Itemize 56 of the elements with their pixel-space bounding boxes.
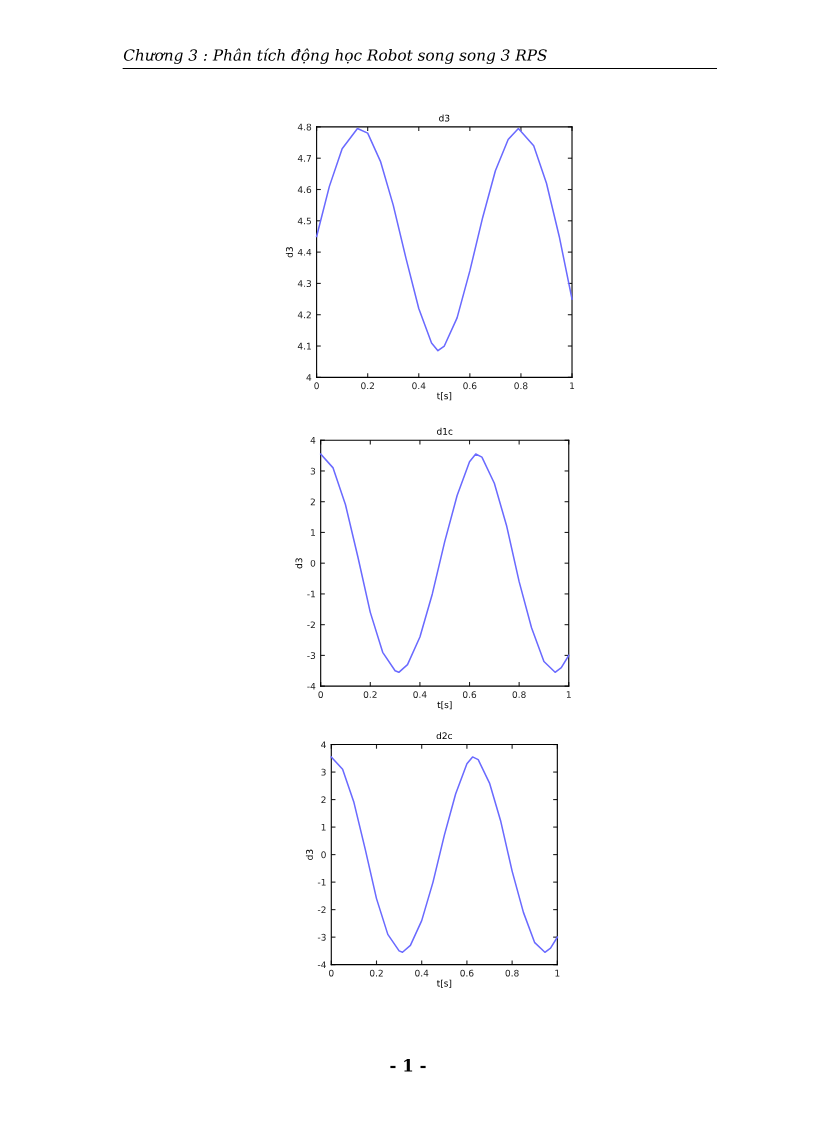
- y-axis-title: d3: [305, 849, 313, 860]
- y-tick-label: 4.3: [297, 280, 312, 287]
- line-series: [319, 453, 570, 674]
- x-axis-title: t[s]: [436, 392, 452, 401]
- y-tick-label: 2: [310, 498, 315, 506]
- x-tick-label: 1: [566, 691, 571, 698]
- x-tick-label: 0.6: [463, 382, 477, 390]
- y-tick-label: 1: [321, 823, 326, 831]
- y-tick-label: -1: [317, 878, 326, 886]
- x-tick-label: 1: [555, 969, 560, 977]
- chart-title: d1c: [437, 427, 453, 435]
- y-tick-label: 0: [321, 851, 326, 859]
- y-tick-label: 4.2: [297, 311, 311, 319]
- y-axis-title: d3: [285, 247, 293, 258]
- x-axis-title: t[s]: [436, 979, 452, 988]
- y-tick-label: -2: [317, 906, 326, 914]
- y-tick-label: 4.6: [297, 186, 312, 194]
- x-tick-label: 0.6: [462, 691, 477, 698]
- x-tick-label: 0.8: [514, 382, 528, 390]
- y-axis-title: d3: [295, 558, 303, 569]
- y-tick-label: 3: [310, 467, 316, 475]
- x-tick-label: 0.4: [415, 969, 429, 977]
- chart-title: d2c: [436, 732, 452, 740]
- chart-title: d3: [439, 114, 450, 122]
- y-tick-label: 4.1: [297, 342, 311, 350]
- y-tick-label: -1: [307, 590, 315, 598]
- text: Chương 3 : Phân tích động học Robot song song 3 RPS: [123, 48, 547, 65]
- y-tick-label: 4: [306, 374, 312, 381]
- y-tick-label: 4: [310, 437, 316, 444]
- x-tick-label: 0.2: [363, 691, 377, 698]
- x-tick-label: 0: [329, 969, 334, 977]
- x-tick-label: 1: [570, 382, 575, 390]
- y-tick-label: 4.5: [297, 217, 311, 225]
- y-tick-label: 1: [311, 529, 315, 536]
- y-tick-label: 2: [321, 796, 326, 804]
- y-tick-label: 4.7: [297, 155, 311, 162]
- line-series: [330, 756, 559, 954]
- y-tick-label: -3: [307, 652, 316, 659]
- y-tick-label: -2: [307, 621, 315, 629]
- x-tick-label: 0.6: [460, 969, 474, 977]
- x-tick-label: 0.8: [505, 969, 519, 977]
- y-tick-label: 3: [321, 768, 326, 776]
- y-tick-label: 4: [321, 741, 326, 748]
- y-tick-label: -4: [307, 683, 316, 690]
- x-axis-title: t[s]: [437, 701, 452, 710]
- x-tick-label: 0.4: [412, 382, 426, 390]
- x-tick-label: 0.8: [512, 691, 526, 698]
- x-tick-label: 0.2: [369, 969, 383, 977]
- y-tick-label: -3: [317, 933, 326, 941]
- y-tick-label: 0: [310, 559, 316, 567]
- x-tick-label: 0.4: [413, 691, 427, 698]
- y-tick-label: 4.8: [297, 123, 312, 131]
- text: - 1 -: [390, 1059, 426, 1072]
- y-tick-label: -4: [317, 961, 326, 969]
- y-tick-label: 4.4: [297, 248, 312, 256]
- x-tick-label: 0.2: [361, 382, 374, 390]
